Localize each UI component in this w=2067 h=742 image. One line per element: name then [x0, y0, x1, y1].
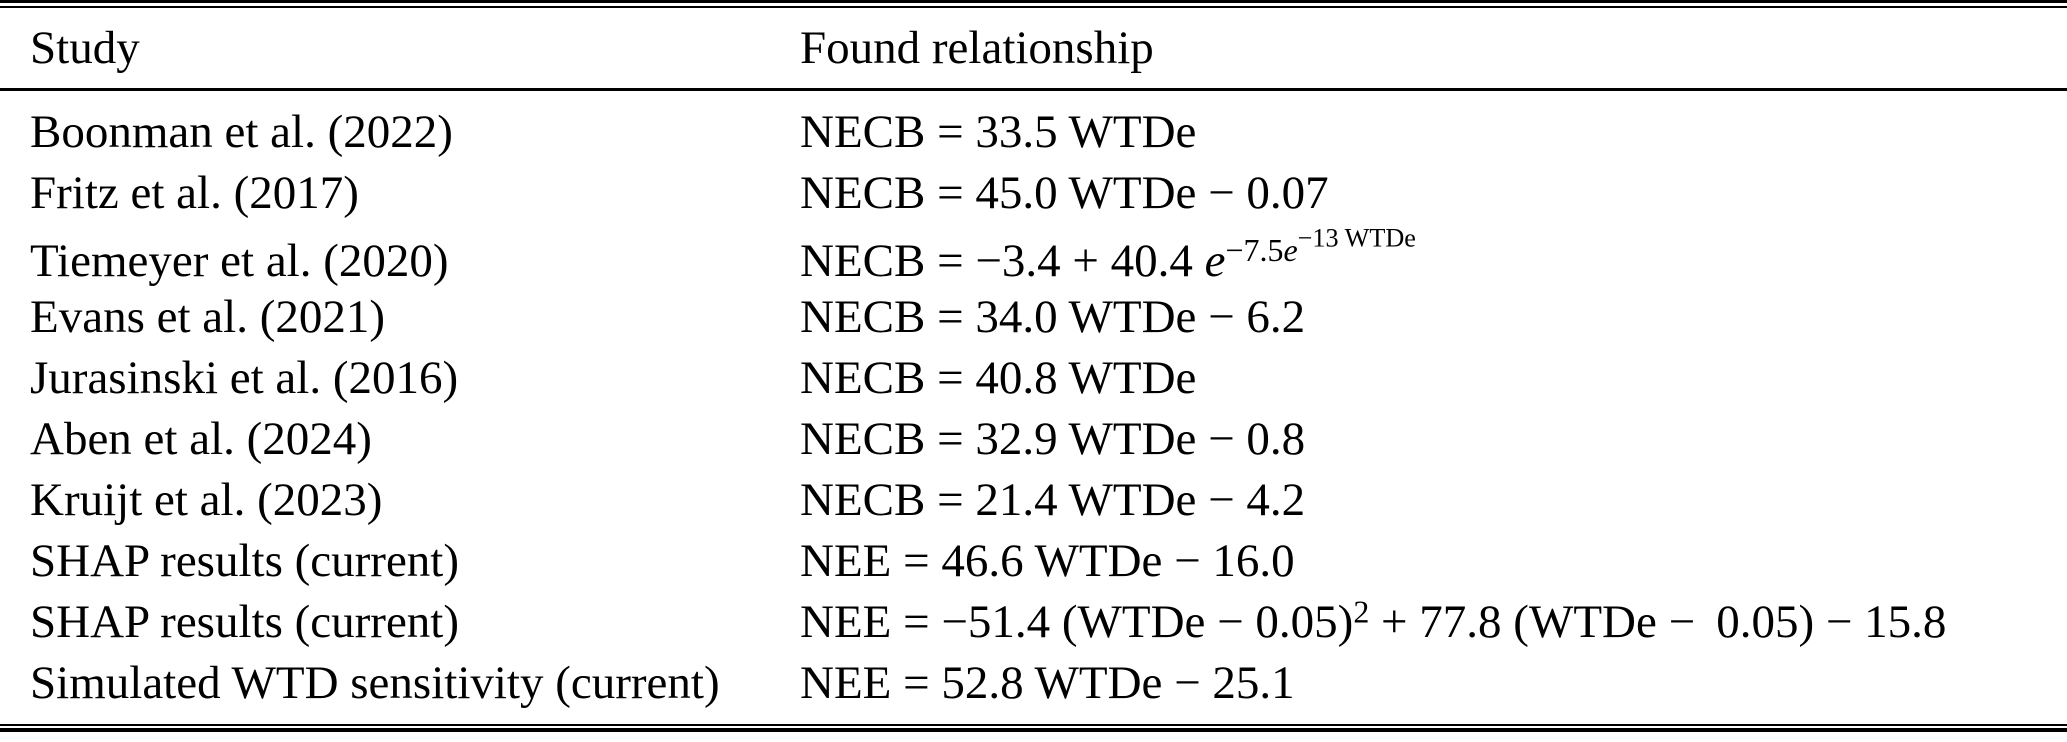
study-cell: Fritz et al. (2017): [30, 167, 359, 219]
column-header-study: Study: [0, 8, 800, 91]
table-row: Jurasinski et al. (2016) NECB = 40.8 WTDe: [0, 350, 2067, 411]
header-row: Study Found relationship: [0, 8, 2067, 91]
table-row: Aben et al. (2024) NECB = 32.9 WTDe − 0.8: [0, 411, 2067, 472]
formula-text: NECB = 32.9 WTDe − 0.8: [800, 413, 1306, 466]
study-cell: SHAP results (current): [30, 535, 460, 588]
table-row: SHAP results (current) NEE = −51.4 (WTDe …: [0, 594, 2067, 655]
study-cell: Evans et al. (2021): [30, 291, 386, 344]
formula-text: NECB = 45.0 WTDe − 0.07: [800, 167, 1329, 219]
table-row: Boonman et al. (2022) NECB = 33.5 WTDe: [0, 90, 2067, 166]
formula-text: 2: [1353, 594, 1370, 630]
study-cell: Simulated WTD sensitivity (current): [30, 657, 720, 710]
table-top-rule: [0, 0, 2067, 8]
bottom-rule-thin: [0, 724, 2067, 727]
formula-text: NEE = 46.6 WTDe − 16.0: [800, 535, 1295, 588]
formula-text: −7.5: [1225, 233, 1284, 269]
bottom-rule-thick: [0, 728, 2067, 733]
formula-cell: NEE = 52.8 WTDe − 25.1: [800, 655, 2067, 724]
formula-text: NECB = 33.5 WTDe: [800, 106, 1197, 158]
study-cell: Jurasinski et al. (2016): [30, 352, 459, 405]
table-row: Fritz et al. (2017) NECB = 45.0 WTDe − 0.…: [0, 165, 2067, 226]
formula-text: NECB = 40.8 WTDe: [800, 352, 1197, 405]
formula-cell: NECB = 40.8 WTDe: [800, 350, 2067, 411]
formula-text: NEE = −51.4 (WTDe − 0.05): [800, 596, 1354, 649]
table-row: Evans et al. (2021) NECB = 34.0 WTDe − 6.…: [0, 289, 2067, 350]
study-cell: Boonman et al. (2022): [30, 106, 453, 158]
formula-cell: NEE = −51.4 (WTDe − 0.05)2 + 77.8 (WTDe …: [800, 594, 2067, 655]
table-row: Simulated WTD sensitivity (current) NEE =…: [0, 655, 2067, 724]
formula-text: NECB = 21.4 WTDe − 4.2: [800, 474, 1306, 527]
study-cell: Kruijt et al. (2023): [30, 474, 383, 527]
comparison-table: Study Found relationship Boonman et al. …: [0, 8, 2067, 724]
formula-text: + 77.8 (WTDe − 0.05) − 15.8: [1369, 596, 1947, 649]
formula-cell: NECB = 32.9 WTDe − 0.8: [800, 411, 2067, 472]
table-header: Study Found relationship: [0, 8, 2067, 91]
table-row: Kruijt et al. (2023) NECB = 21.4 WTDe − 4…: [0, 472, 2067, 533]
study-cell: Aben et al. (2024): [30, 413, 372, 466]
formula-text: NEE = 52.8 WTDe − 25.1: [800, 657, 1295, 710]
formula-cell: NECB = 34.0 WTDe − 6.2: [800, 289, 2067, 350]
column-header-found-relationship: Found relationship: [800, 8, 2067, 91]
math-italic-e: e: [1204, 234, 1226, 287]
formula-text: NECB = −3.4 + 40.4: [800, 234, 1205, 287]
table-row: Tiemeyer et al. (2020) NECB = −3.4 + 40.4…: [0, 224, 2067, 289]
formula-cell: NECB = 33.5 WTDe: [800, 90, 2067, 166]
formula-cell: NECB = 45.0 WTDe − 0.07: [800, 165, 2067, 226]
study-cell: SHAP results (current): [30, 596, 460, 649]
table-bottom-rule: [0, 724, 2067, 733]
table-body: Boonman et al. (2022) NECB = 33.5 WTDe Fri…: [0, 90, 2067, 725]
formula-cell: NEE = 46.6 WTDe − 16.0: [800, 533, 2067, 594]
formula-text: NECB = 34.0 WTDe − 6.2: [800, 291, 1306, 344]
study-cell: Tiemeyer et al. (2020): [30, 234, 449, 287]
formula-cell: NECB = −3.4 + 40.4 e−7.5e−13 WTDe: [800, 224, 2067, 289]
top-rule-thin: [0, 6, 2067, 8]
formula-cell: NECB = 21.4 WTDe − 4.2: [800, 472, 2067, 533]
math-italic-e: e: [1283, 233, 1298, 269]
table-row: SHAP results (current) NEE = 46.6 WTDe − …: [0, 533, 2067, 594]
formula-text: −13 WTDe: [1297, 224, 1416, 253]
top-rule-thick: [0, 0, 2067, 3]
